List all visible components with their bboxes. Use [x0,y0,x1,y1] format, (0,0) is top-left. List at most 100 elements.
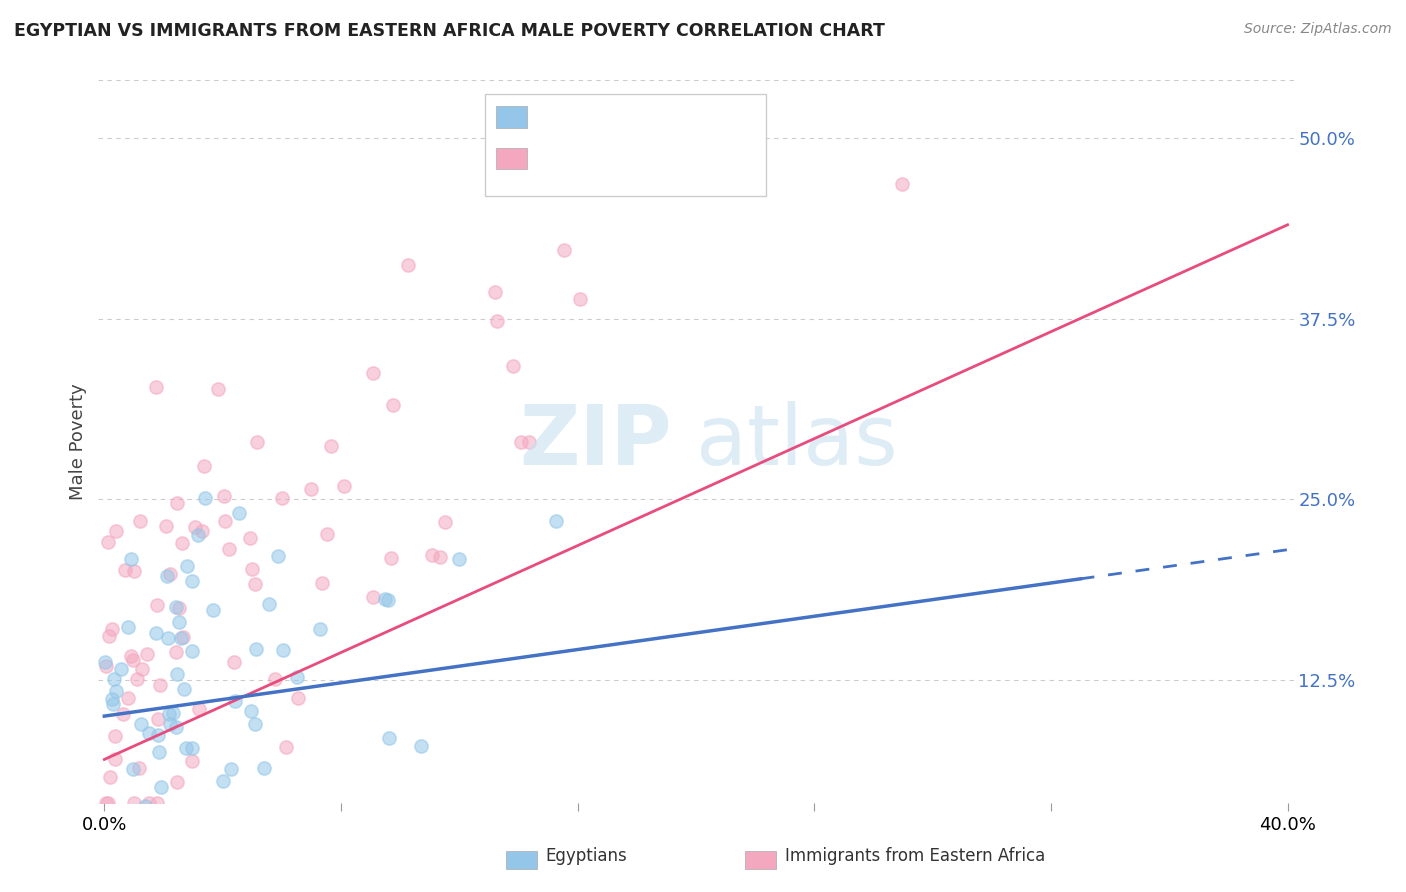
Point [224,655,246,669]
Point [243,717,266,731]
Point [165,720,187,734]
Point [129,515,152,529]
Point [166,774,188,789]
Point [214,514,236,528]
Point [239,704,262,718]
Point [134,799,156,814]
Point [148,882,170,892]
Point [194,491,217,506]
Point [159,566,181,581]
Point [165,600,187,615]
Point [433,515,456,529]
Point [110,662,132,676]
Point [176,558,198,573]
Point [266,549,288,563]
Point [165,645,187,659]
Point [103,672,125,686]
Point [486,314,509,328]
Point [377,731,399,746]
Point [155,519,177,533]
Point [181,755,204,769]
Text: R =  0.221   N = 59: R = 0.221 N = 59 [536,107,706,125]
Point [124,882,146,892]
Point [120,648,142,663]
Point [121,762,143,776]
Point [181,740,204,755]
Point [145,379,167,393]
Point [167,615,190,629]
Point [148,727,170,741]
Point [104,752,127,766]
Point [146,598,169,612]
Point [122,565,145,579]
Point [162,706,184,720]
Text: atlas: atlas [696,401,897,482]
Text: Source: ZipAtlas.com: Source: ZipAtlas.com [1244,22,1392,37]
Point [321,439,343,453]
Point [148,745,170,759]
Point [420,548,443,562]
Point [93,655,115,669]
Point [184,822,207,836]
Point [271,491,294,506]
Point [94,796,117,810]
Point [187,528,209,542]
Point [257,597,280,611]
Point [124,796,146,810]
Point [170,631,193,645]
Point [104,683,127,698]
Point [96,882,118,892]
Point [101,622,124,636]
Point [449,552,471,566]
Text: Immigrants from Eastern Africa: Immigrants from Eastern Africa [785,847,1045,865]
Point [224,694,246,708]
Point [101,691,124,706]
Point [103,697,125,711]
Point [274,740,297,755]
Point [890,178,912,192]
Point [136,647,159,661]
Point [97,796,120,810]
Text: ZIP: ZIP [520,401,672,482]
Point [125,672,148,686]
Point [131,662,153,676]
Point [207,382,229,396]
Point [156,631,179,645]
Point [308,623,330,637]
Point [117,690,139,705]
Point [218,542,240,557]
Point [105,524,128,538]
Point [380,550,402,565]
Point [98,770,121,784]
Text: Egyptians: Egyptians [546,847,627,865]
Text: EGYPTIAN VS IMMIGRANTS FROM EASTERN AFRICA MALE POVERTY CORRELATION CHART: EGYPTIAN VS IMMIGRANTS FROM EASTERN AFRI… [14,22,884,40]
Point [228,506,250,520]
Point [166,667,188,681]
Point [311,575,333,590]
Point [396,259,419,273]
Point [176,741,198,756]
Point [159,717,181,731]
Point [150,780,173,794]
Point [131,808,153,822]
Point [299,483,322,497]
Point [173,682,195,697]
Point [285,669,308,683]
Point [517,434,540,449]
Point [201,603,224,617]
Point [212,489,235,503]
Point [333,479,356,493]
Point [569,292,592,306]
Point [377,593,399,607]
Point [509,435,531,450]
Point [361,366,384,380]
Point [245,642,267,657]
Point [287,691,309,706]
Point [97,535,120,549]
Point [145,626,167,640]
Point [315,527,337,541]
Point [146,712,169,726]
Text: R =  0.595   N = 75: R = 0.595 N = 75 [536,147,706,165]
Point [238,531,260,545]
Point [193,459,215,474]
